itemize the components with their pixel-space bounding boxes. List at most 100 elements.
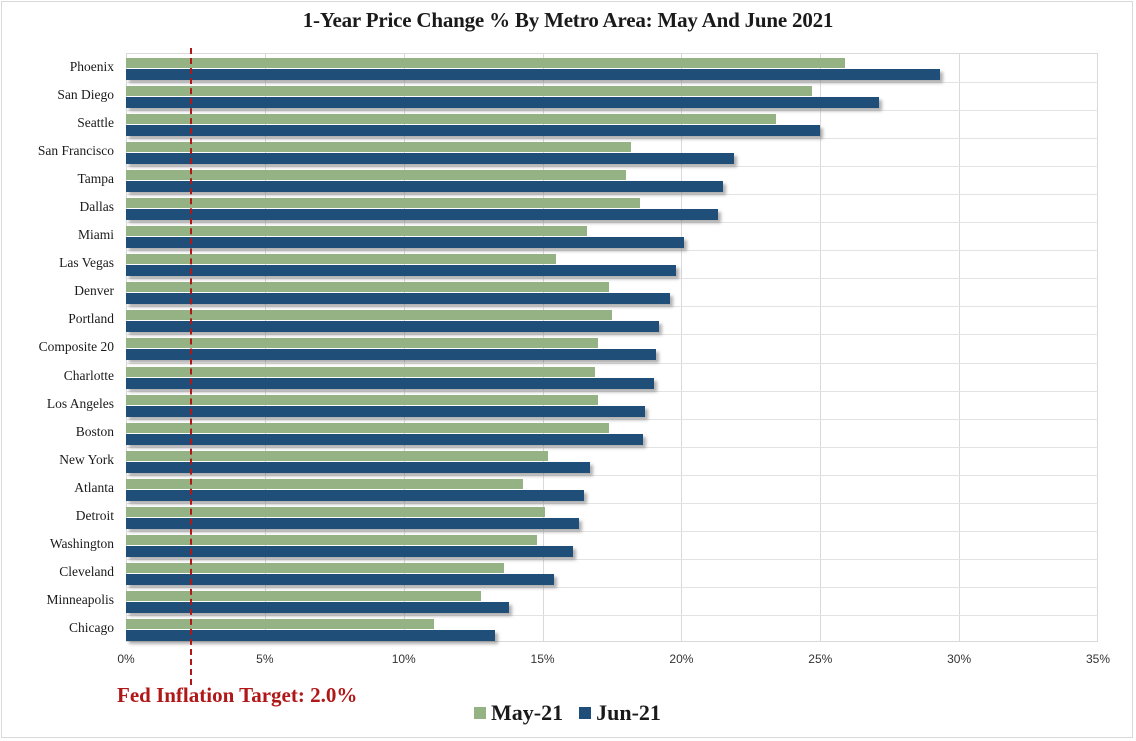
bar-group [126,166,1098,194]
bar-may-21 [126,534,538,545]
bar-group [126,306,1098,334]
bar-group [126,194,1098,222]
bar-group [126,587,1098,615]
category-label: Phoenix [69,59,114,74]
bar-group [126,559,1098,587]
bar-may-21 [126,394,599,405]
category-label: Detroit [75,507,114,523]
x-tick-label: 30% [947,652,972,666]
category-label: Denver [74,283,114,299]
plot-area [126,53,1098,642]
bar-may-21 [126,562,504,573]
horizontal-gridline [126,446,1098,448]
bar-may-21 [126,422,610,433]
horizontal-gridline [126,418,1098,420]
horizontal-gridline [126,614,1098,616]
bar-jun-21 [126,237,685,249]
bar-jun-21 [126,69,940,80]
bar-group [126,82,1098,110]
bar-jun-21 [126,629,496,641]
bar-group [126,278,1098,306]
bar-may-21 [126,310,612,321]
bar-may-21 [126,506,546,517]
bar-group [126,334,1098,362]
vertical-gridline [681,54,683,641]
horizontal-gridline [126,334,1098,336]
category-label: San Diego [57,87,114,103]
horizontal-gridline [126,82,1098,84]
horizontal-gridline [126,250,1098,252]
bar-may-21 [126,450,549,461]
bar-jun-21 [126,97,879,109]
bar-jun-21 [126,265,676,277]
horizontal-gridline [126,222,1098,224]
bar-jun-21 [126,489,585,501]
x-tick-label: 20% [669,652,694,666]
horizontal-gridline [126,362,1098,364]
bar-jun-21 [126,545,574,557]
category-label: San Francisco [37,143,114,159]
horizontal-gridline [126,558,1098,560]
legend-label-jun: Jun-21 [596,700,661,725]
category-label: Atlanta [74,479,114,495]
bar-may-21 [126,86,812,97]
bar-jun-21 [126,601,510,613]
x-tick-label: 15% [530,652,555,666]
bar-may-21 [126,366,596,377]
x-tick-label: 25% [808,652,833,666]
bar-group [126,503,1098,531]
bar-may-21 [126,142,632,153]
bar-group [126,250,1098,278]
bar-jun-21 [126,517,579,529]
bar-jun-21 [126,209,718,221]
bar-jun-21 [126,349,657,361]
bar-may-21 [126,58,846,68]
bar-group [126,419,1098,447]
bar-jun-21 [126,573,554,585]
bar-group [126,447,1098,475]
bar-group [126,222,1098,250]
legend: May-21 Jun-21 [474,700,677,726]
category-label: Dallas [79,199,115,215]
bar-jun-21 [126,377,654,389]
bar-may-21 [126,282,610,293]
bar-jun-21 [126,321,660,333]
legend-label-may: May-21 [491,700,564,725]
category-label: Miami [78,227,114,243]
bar-jun-21 [126,461,590,473]
category-label: Seattle [77,115,114,131]
vertical-gridline [820,54,822,641]
horizontal-gridline [126,110,1098,112]
category-label: Cleveland [59,563,114,579]
category-label: Composite 20 [38,339,114,355]
category-label: Los Angeles [46,395,114,411]
bar-may-21 [126,170,626,181]
legend-item-jun: Jun-21 [579,700,661,726]
horizontal-gridline [126,306,1098,308]
legend-item-may: May-21 [474,700,563,726]
x-tick-label: 0% [117,652,135,666]
bar-jun-21 [126,433,643,445]
category-label: Las Vegas [59,255,114,271]
horizontal-gridline [126,166,1098,168]
category-label: Tampa [77,171,114,187]
vertical-gridline [1097,54,1098,641]
legend-swatch-may [474,707,486,719]
bar-may-21 [126,618,435,629]
x-tick-label: 35% [1085,652,1111,666]
bar-may-21 [126,590,482,601]
horizontal-gridline [126,390,1098,392]
x-tick-label: 5% [256,652,274,666]
horizontal-gridline [126,530,1098,532]
category-label: Minneapolis [46,591,115,607]
bar-group [126,110,1098,138]
horizontal-gridline [126,586,1098,588]
fed-target-line [189,48,192,685]
category-label: Charlotte [63,367,114,383]
bar-jun-21 [126,153,735,165]
category-label: New York [59,451,114,467]
bar-group [126,615,1098,643]
bar-may-21 [126,198,640,209]
category-label: Portland [68,311,114,327]
